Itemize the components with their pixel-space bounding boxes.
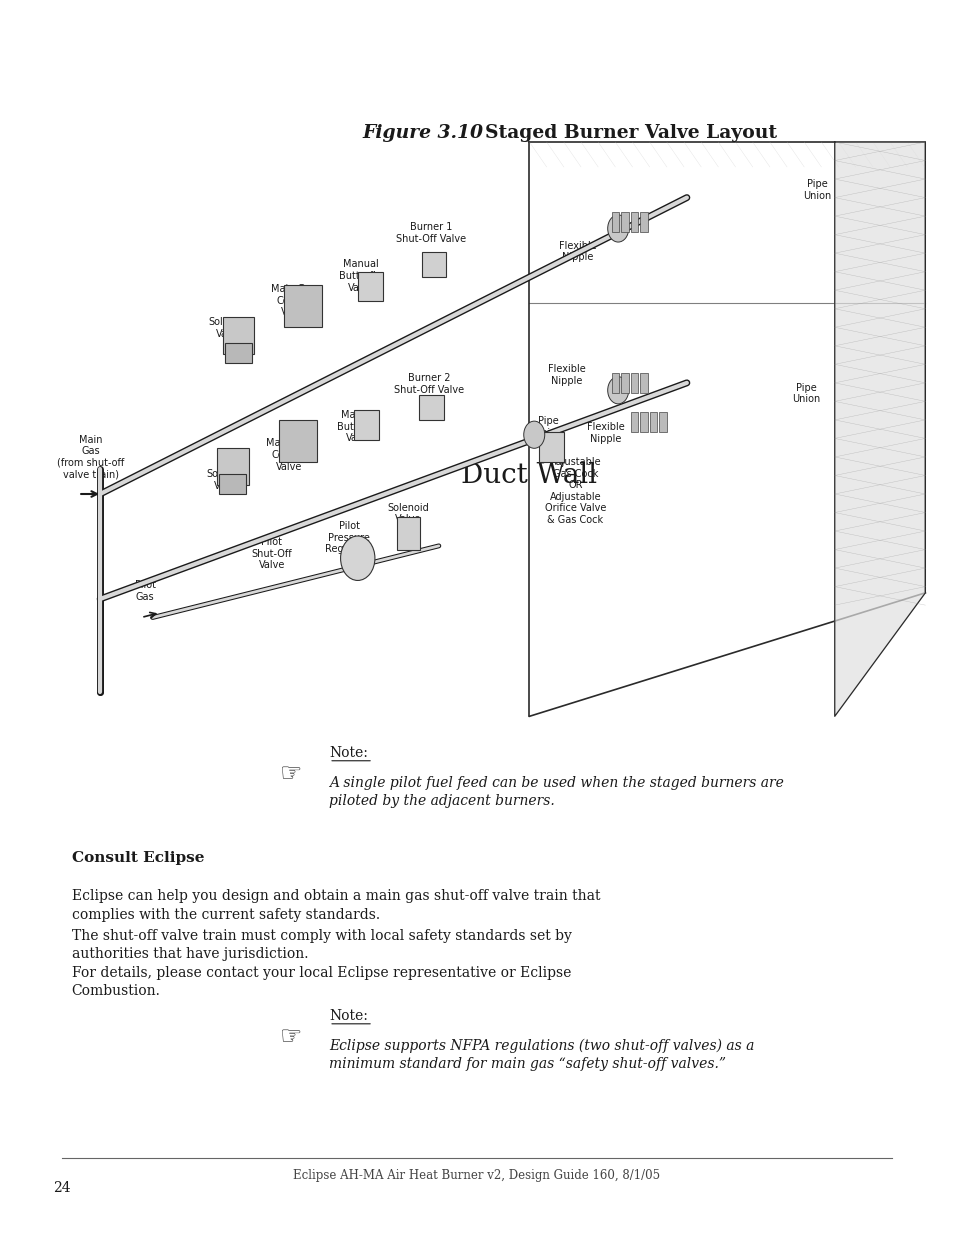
Bar — [620, 373, 628, 393]
Text: Eclipse AH-MA Air Heat Burner v2, Design Guide 160, 8/1/05: Eclipse AH-MA Air Heat Burner v2, Design… — [294, 1170, 659, 1182]
Text: Pipe
Union: Pipe Union — [791, 383, 820, 404]
Bar — [630, 412, 638, 432]
Text: Flexible
Nipple: Flexible Nipple — [547, 364, 585, 385]
Text: 24: 24 — [53, 1181, 71, 1195]
Bar — [421, 252, 446, 277]
Bar — [630, 212, 638, 232]
Bar — [216, 448, 248, 485]
Bar — [630, 373, 638, 393]
Bar — [418, 395, 443, 420]
Text: Figure 3.10: Figure 3.10 — [362, 125, 483, 142]
Text: Pilot
Shut-Off
Valve: Pilot Shut-Off Valve — [252, 537, 292, 571]
Bar — [225, 343, 252, 363]
Text: ☞: ☞ — [279, 1025, 302, 1050]
Circle shape — [607, 215, 628, 242]
Text: Staged Burner Valve Layout: Staged Burner Valve Layout — [472, 125, 777, 142]
Bar — [354, 410, 378, 440]
Text: Manual
Butterfly
Valve: Manual Butterfly Valve — [337, 410, 379, 443]
Bar — [538, 432, 563, 462]
Text: Consult Eclipse: Consult Eclipse — [71, 851, 204, 866]
Text: Duct Wall: Duct Wall — [461, 462, 597, 489]
Bar — [219, 474, 246, 494]
Text: Pilot
Pressure
Regulator: Pilot Pressure Regulator — [325, 521, 373, 555]
Bar — [639, 212, 647, 232]
Bar — [659, 412, 666, 432]
Bar — [639, 373, 647, 393]
Text: ☞: ☞ — [279, 762, 302, 787]
Text: Manual
Butterfly
Valve: Manual Butterfly Valve — [339, 259, 381, 293]
Text: For details, please contact your local Eclipse representative or Eclipse
Combust: For details, please contact your local E… — [71, 966, 570, 998]
Bar — [278, 420, 316, 462]
Circle shape — [607, 377, 628, 404]
Bar — [284, 285, 322, 327]
Text: Flexible
Nipple: Flexible Nipple — [586, 422, 624, 443]
Polygon shape — [834, 142, 924, 716]
Circle shape — [523, 421, 544, 448]
Bar — [357, 272, 382, 301]
Bar — [649, 412, 657, 432]
Text: Flexible
Nipple: Flexible Nipple — [558, 241, 597, 262]
Text: Burner 2
Shut-Off Valve: Burner 2 Shut-Off Valve — [394, 373, 464, 394]
Text: Note:: Note: — [329, 746, 368, 761]
Text: Pilot
Gas: Pilot Gas — [134, 580, 155, 601]
Text: Eclipse can help you design and obtain a main gas shut-off valve train that
comp: Eclipse can help you design and obtain a… — [71, 889, 599, 921]
Text: Pipe
Union: Pipe Union — [534, 416, 562, 437]
Bar — [222, 317, 253, 354]
Text: Adjustable
Gas Cock
OR
Adjustable
Orifice Valve
& Gas Cock: Adjustable Gas Cock OR Adjustable Orific… — [544, 457, 605, 525]
Bar — [611, 373, 618, 393]
Circle shape — [340, 536, 375, 580]
Text: Solenoid
Valve: Solenoid Valve — [387, 503, 429, 524]
Bar — [396, 517, 419, 550]
Text: Solenoid
Valve: Solenoid Valve — [206, 469, 248, 490]
Text: A single pilot fuel feed can be used when the staged burners are
piloted by the : A single pilot fuel feed can be used whe… — [329, 776, 783, 808]
Text: Main Gas
Control
Valve: Main Gas Control Valve — [266, 438, 312, 472]
Text: Note:: Note: — [329, 1009, 368, 1024]
Text: The shut-off valve train must comply with local safety standards set by
authorit: The shut-off valve train must comply wit… — [71, 929, 571, 961]
Text: Main
Gas
(from shut-off
valve train): Main Gas (from shut-off valve train) — [57, 435, 124, 479]
Bar — [639, 412, 647, 432]
Text: Solenoid
Valve: Solenoid Valve — [208, 317, 250, 338]
Text: Pipe
Union: Pipe Union — [802, 179, 831, 200]
Text: Burner 1
Shut-Off Valve: Burner 1 Shut-Off Valve — [395, 222, 466, 243]
Text: Main Gas
Control
Valve: Main Gas Control Valve — [271, 284, 316, 317]
Text: Eclipse supports NFPA regulations (two shut-off valves) as a
minimum standard fo: Eclipse supports NFPA regulations (two s… — [329, 1039, 754, 1072]
Bar — [611, 212, 618, 232]
Bar — [620, 212, 628, 232]
